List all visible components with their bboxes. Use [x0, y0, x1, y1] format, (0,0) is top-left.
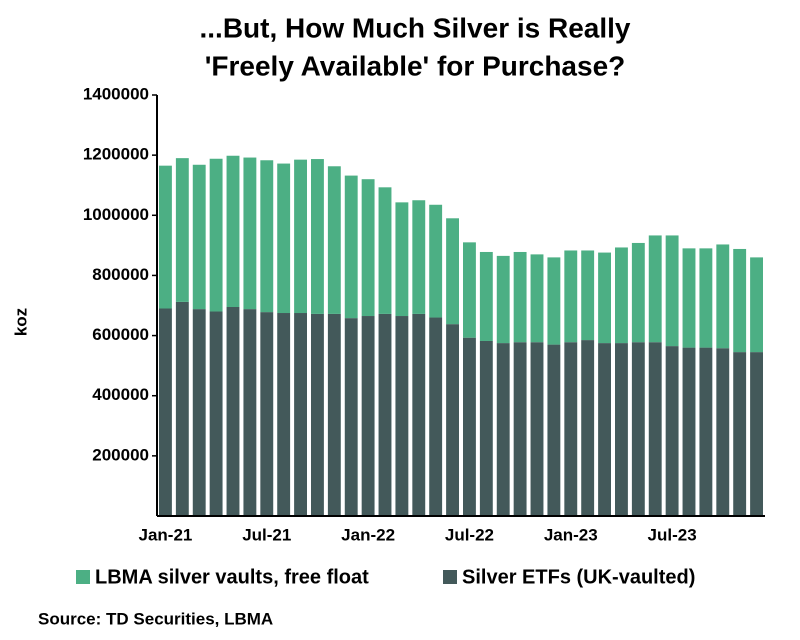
bar-segment: [581, 250, 595, 341]
bar-segment: [260, 312, 274, 516]
bar-segment: [665, 235, 679, 347]
bar-segment: [631, 242, 645, 343]
bar-segment: [429, 204, 443, 318]
bar-segment: [311, 159, 324, 314]
bar-segment: [159, 165, 172, 309]
bar-segment: [412, 313, 426, 516]
bar-segment: [446, 218, 459, 325]
legend-label: LBMA silver vaults, free float: [95, 566, 369, 588]
bar-segment: [598, 343, 611, 516]
bar-segment: [429, 317, 443, 516]
bar-segment: [699, 347, 713, 516]
bar-segment: [682, 248, 696, 348]
bar-segment: [716, 348, 730, 516]
y-tick-label: 1000000: [83, 205, 149, 224]
bar-segment: [496, 343, 510, 516]
x-tick-label: Jul-23: [648, 525, 697, 544]
source: Source: TD Securities, LBMA: [38, 609, 273, 628]
bar-segment: [311, 313, 324, 516]
bar-segment: [530, 254, 544, 343]
bar-segment: [463, 242, 476, 338]
bar-segment: [750, 352, 763, 516]
bar-segment: [631, 342, 645, 516]
x-tick-label: Jul-21: [242, 525, 291, 544]
bar-segment: [496, 255, 510, 344]
bar-segment: [277, 313, 291, 516]
bar-segment: [750, 257, 763, 353]
y-axis-label: koz: [11, 308, 30, 336]
bar-segment: [175, 301, 189, 516]
x-tick-label: Jul-22: [445, 525, 494, 544]
bar-segment: [378, 187, 392, 314]
x-tick-label: Jan-21: [139, 525, 193, 544]
bar-segment: [665, 346, 679, 516]
chart-title: ...But, How Much Silver is Really: [200, 12, 631, 43]
bar-segment: [648, 235, 662, 343]
legend-swatch: [76, 570, 90, 584]
bar-segment: [294, 313, 307, 516]
bar-segment: [226, 307, 240, 516]
bar-segment: [564, 342, 578, 516]
bar-segment: [395, 316, 409, 516]
bar-segment: [648, 342, 662, 516]
bar-segment: [209, 311, 223, 516]
bar-segment: [159, 308, 172, 516]
bar-segment: [395, 202, 409, 317]
bar-segment: [260, 160, 274, 313]
bar-segment: [598, 252, 611, 344]
bar-segment: [361, 179, 375, 317]
bar-segment: [463, 337, 476, 516]
bar-segment: [716, 244, 730, 349]
bar-segment: [192, 164, 206, 310]
bar-segment: [615, 247, 628, 344]
bar-segment: [294, 159, 307, 314]
y-tick-label: 400000: [92, 385, 149, 404]
bar-segment: [530, 342, 544, 516]
bar-segment: [412, 200, 426, 314]
y-tick-label: 600000: [92, 325, 149, 344]
y-tick-label: 800000: [92, 265, 149, 284]
y-tick-label: 200000: [92, 445, 149, 464]
bar-segment: [547, 344, 561, 516]
bar-segment: [192, 309, 206, 516]
bar-segment: [513, 342, 527, 516]
bar-segment: [547, 257, 561, 345]
chart-title: 'Freely Available' for Purchase?: [205, 50, 626, 81]
bar-segment: [446, 324, 459, 516]
legend-swatch: [443, 570, 457, 584]
bar-segment: [479, 251, 493, 341]
bar-segment: [682, 347, 696, 516]
y-tick-label: 1400000: [83, 84, 149, 103]
bar-segment: [327, 313, 341, 516]
x-tick-label: Jan-23: [544, 525, 598, 544]
y-tick-label: 1200000: [83, 145, 149, 164]
bar-segment: [277, 163, 291, 314]
bar-segment: [513, 251, 527, 343]
bar-segment: [378, 313, 392, 516]
bar-segment: [175, 158, 189, 302]
bar-segment: [243, 309, 257, 516]
bar-segment: [564, 250, 578, 343]
bar-segment: [615, 343, 628, 516]
bar-segment: [327, 166, 341, 314]
bar-segment: [226, 155, 240, 308]
bar-segment: [581, 340, 595, 516]
bar-segment: [699, 248, 713, 348]
bar-segment: [479, 340, 493, 516]
legend-label: Silver ETFs (UK-vaulted): [462, 566, 695, 588]
bar-segment: [344, 318, 358, 516]
bar-segment: [243, 157, 257, 310]
bar-segment: [361, 316, 375, 516]
x-tick-label: Jan-22: [341, 525, 395, 544]
bar-segment: [733, 248, 747, 353]
bar-segment: [209, 158, 223, 312]
bar-segment: [344, 175, 358, 319]
bar-segment: [733, 352, 747, 516]
